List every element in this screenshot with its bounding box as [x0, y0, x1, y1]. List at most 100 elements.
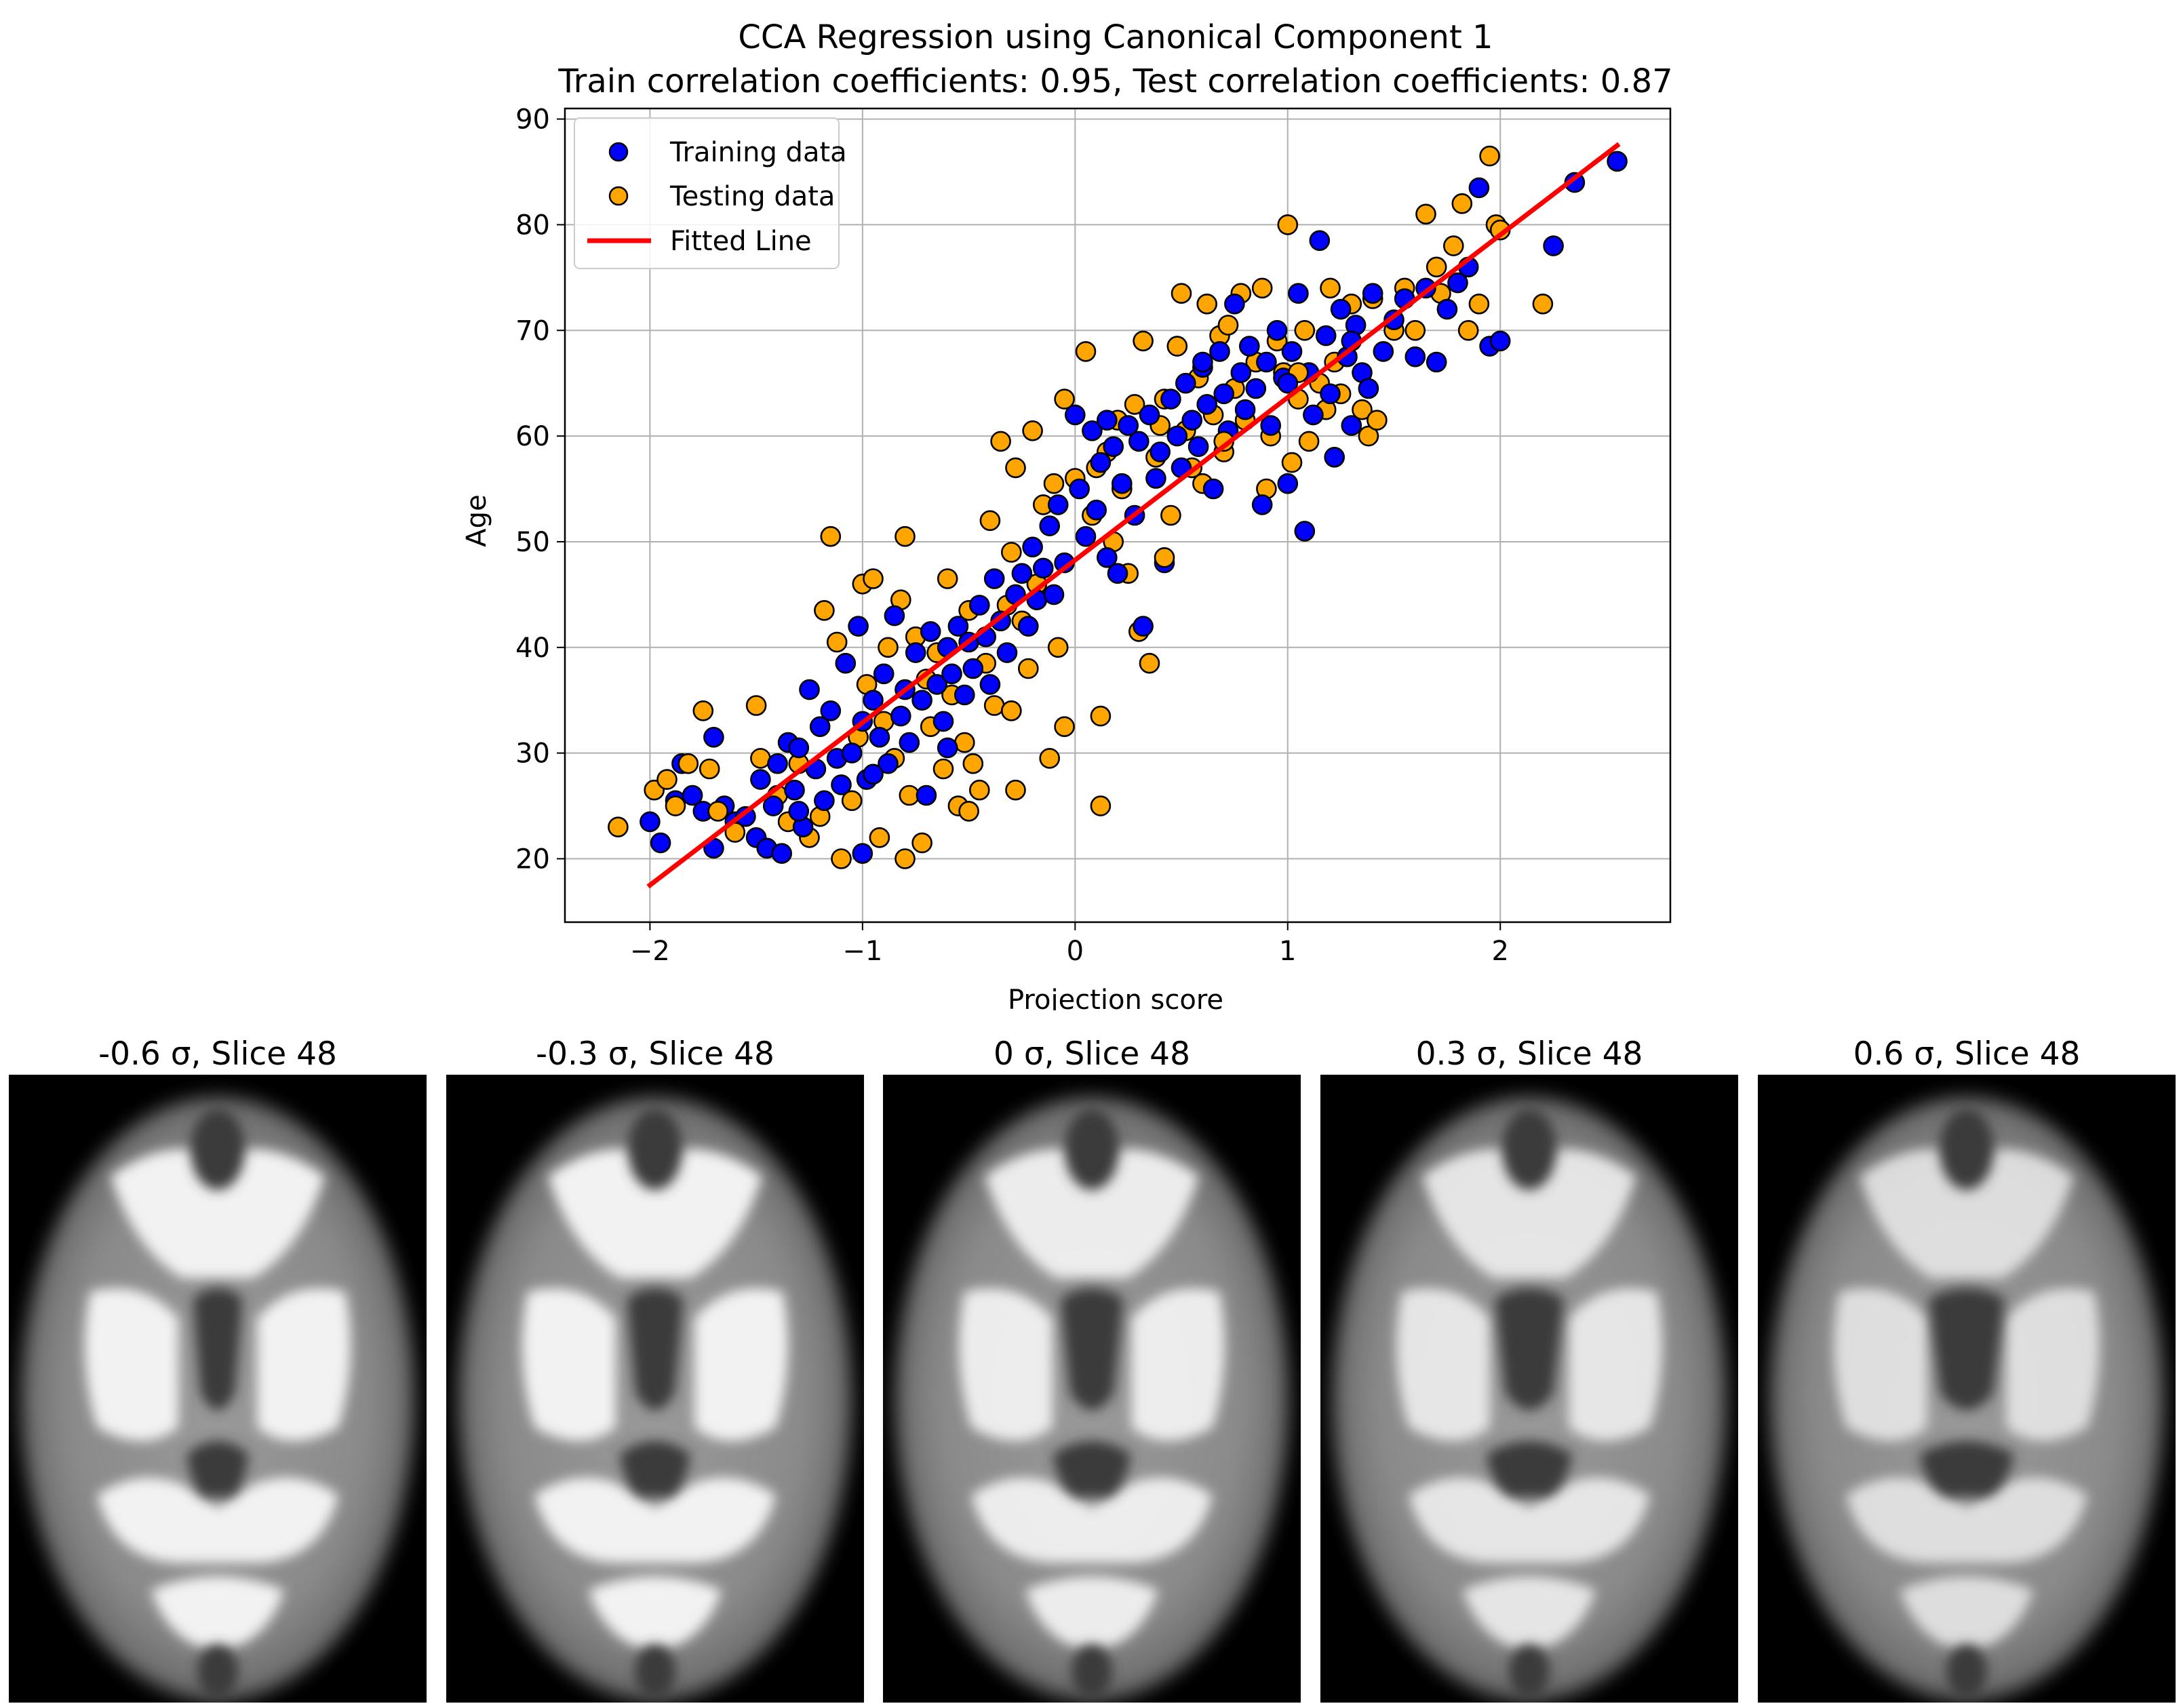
training-data-point — [1112, 473, 1133, 494]
testing-data-point — [1124, 394, 1145, 415]
training-data-point — [1213, 383, 1234, 405]
training-data-point — [1234, 399, 1256, 420]
testing-data-point — [608, 816, 629, 837]
training-data-point — [1277, 473, 1299, 494]
testing-data-point — [1160, 504, 1181, 526]
training-data-point — [1022, 536, 1043, 558]
testing-data-point — [979, 510, 1001, 532]
training-data-point — [969, 595, 990, 616]
testing-data-point — [1298, 431, 1320, 452]
brain-slice-image-2 — [446, 1075, 864, 1703]
plot-frame — [564, 107, 1672, 923]
chart-subtitle: Train correlation coefficients: 0.95, Te… — [557, 62, 1672, 100]
testing-data-point — [1281, 452, 1303, 473]
training-data-point — [841, 742, 863, 763]
training-data-point — [771, 843, 792, 864]
training-data-point — [873, 663, 895, 685]
training-data-point — [1324, 446, 1345, 468]
testing-data-point — [1479, 145, 1500, 167]
testing-data-point — [1001, 542, 1022, 563]
x-tick-label: 1 — [1279, 936, 1296, 967]
training-data-point — [941, 663, 962, 685]
testing-data-point — [1001, 700, 1022, 721]
legend-marker-training — [608, 142, 629, 162]
testing-data-point — [878, 637, 899, 658]
testing-data-point — [1166, 336, 1188, 357]
training-data-point — [703, 727, 724, 748]
testing-data-point — [1196, 293, 1217, 315]
y-tick-label: 60 — [515, 421, 550, 452]
testing-data-point — [1451, 193, 1473, 214]
x-axis-label: Projection score — [1008, 985, 1223, 1010]
training-data-point — [926, 674, 947, 695]
training-data-point — [835, 652, 857, 674]
testing-data-point — [1005, 457, 1026, 479]
training-data-point — [983, 568, 1005, 589]
slice-title-2: -0.3 σ, Slice 48 — [536, 1035, 774, 1073]
training-data-point — [1150, 441, 1171, 462]
training-data-point — [640, 811, 661, 833]
training-data-point — [1018, 616, 1039, 637]
y-tick-label: 80 — [515, 210, 550, 241]
testing-data-point — [820, 525, 842, 547]
testing-data-point — [983, 695, 1005, 716]
brain-slice-image-3 — [883, 1075, 1301, 1703]
training-data-point — [947, 616, 969, 637]
training-data-point — [1196, 394, 1217, 415]
testing-data-point — [990, 431, 1011, 452]
testing-data-point — [1005, 779, 1026, 801]
axis-ticks: −2 −1 0 1 2 20 30 40 50 60 70 80 90 — [515, 104, 1509, 967]
testing-data-point — [656, 769, 677, 790]
brain-slice-image-5 — [1758, 1075, 2176, 1703]
training-data-point — [1224, 293, 1245, 315]
chart-canvas: CCA Regression using Canonical Component… — [461, 18, 1673, 1016]
testing-data-point — [1054, 716, 1075, 737]
training-data-point — [937, 737, 958, 759]
training-data-point — [788, 737, 810, 759]
testing-data-point — [937, 568, 958, 589]
testing-data-point — [826, 631, 848, 653]
testing-data-point — [1018, 658, 1039, 679]
training-data-point — [1082, 420, 1103, 441]
testing-data-point — [1367, 410, 1388, 431]
testing-data-point — [1171, 283, 1192, 304]
testing-data-point — [1532, 293, 1554, 315]
training-data-point — [1426, 351, 1447, 373]
training-data-point — [852, 843, 873, 864]
legend-label-fitted-line: Fitted Line — [670, 226, 812, 257]
training-data-point — [1043, 584, 1065, 605]
training-data-point — [899, 732, 920, 753]
training-data-point — [890, 705, 911, 727]
testing-data-point — [1457, 319, 1479, 341]
training-data-point — [1103, 436, 1124, 458]
scatter-chart: CCA Regression using Canonical Component… — [461, 18, 1673, 1016]
training-data-point — [1011, 563, 1033, 584]
training-data-point — [1309, 230, 1331, 252]
training-data-point — [1202, 478, 1224, 500]
training-data-point — [863, 690, 884, 711]
x-tick-label: 0 — [1067, 936, 1084, 967]
training-data-point — [932, 711, 954, 732]
training-data-point — [1251, 494, 1273, 515]
training-data-point — [1069, 478, 1090, 500]
training-data-point — [1107, 563, 1128, 584]
fitted-line — [646, 142, 1621, 889]
x-tick-label: 2 — [1492, 936, 1509, 967]
brain-slice-image-1 — [9, 1075, 427, 1703]
training-data-point — [1145, 468, 1166, 489]
testing-data-point — [969, 779, 990, 801]
testing-data-point — [1022, 420, 1043, 441]
testing-data-point — [1133, 330, 1154, 352]
training-data-point — [1256, 351, 1277, 373]
training-data-point — [863, 763, 884, 785]
training-data-point — [905, 642, 926, 663]
training-data-point — [784, 779, 805, 801]
testing-data-point — [707, 801, 728, 822]
training-data-point — [1436, 298, 1458, 320]
fitted-line-layer — [646, 142, 1621, 889]
slice-title-1: -0.6 σ, Slice 48 — [98, 1035, 337, 1073]
testing-data-point — [863, 568, 884, 589]
training-data-point — [809, 716, 831, 737]
training-data-point — [869, 727, 890, 748]
testing-data-point — [1039, 748, 1060, 769]
